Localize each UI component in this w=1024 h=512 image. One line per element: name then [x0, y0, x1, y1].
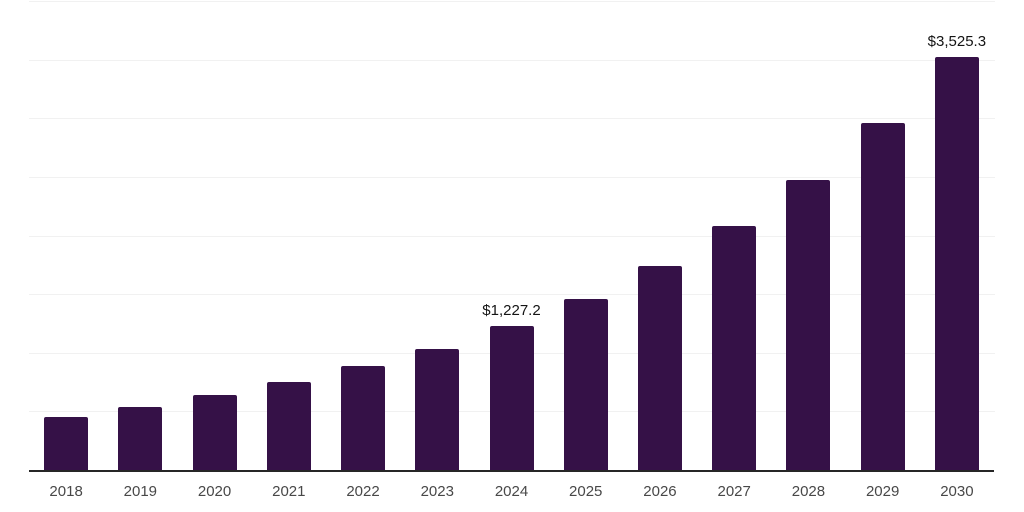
- x-tick-label-2024: 2024: [494, 483, 529, 500]
- x-tick-label-2021: 2021: [272, 483, 306, 500]
- bar-2023: [415, 349, 460, 470]
- gridline-1500: [29, 294, 995, 296]
- bar-2018: [44, 417, 89, 470]
- bar-2028: [786, 180, 831, 470]
- bar-2021: [266, 382, 311, 470]
- gridline-3000: [29, 118, 995, 120]
- bar-2022: [341, 365, 386, 470]
- x-tick-label-2018: 2018: [49, 483, 83, 500]
- bar-2026: [637, 265, 682, 470]
- bar-2025: [563, 298, 608, 470]
- gridline-3500: [29, 59, 995, 61]
- bar-2019: [118, 406, 163, 470]
- x-tick-label-2019: 2019: [123, 483, 158, 500]
- x-tick-label-2030: 2030: [940, 483, 974, 500]
- x-tick-label-2026: 2026: [643, 483, 677, 500]
- x-tick-label-2020: 2020: [197, 483, 232, 500]
- gridline-4000: [29, 1, 995, 2]
- x-tick-label-2027: 2027: [717, 483, 751, 500]
- bar-2024: [489, 326, 534, 470]
- data-label-2030: $3,525.3: [927, 32, 987, 50]
- bar-2027: [712, 226, 757, 470]
- x-tick-label-2023: 2023: [420, 483, 454, 500]
- x-tick-label-2025: 2025: [569, 483, 603, 500]
- bar-2030: [934, 56, 979, 470]
- x-tick-label-2029: 2029: [865, 483, 900, 500]
- x-tick-label-2022: 2022: [346, 483, 380, 500]
- gridline-2500: [29, 176, 995, 178]
- gridline-2000: [29, 235, 995, 237]
- data-label-2024: $1,227.2: [482, 302, 541, 320]
- bar-2020: [192, 394, 237, 470]
- x-axis-line: [29, 470, 994, 472]
- bar-2029: [860, 123, 905, 470]
- x-tick-label-2028: 2028: [791, 483, 826, 500]
